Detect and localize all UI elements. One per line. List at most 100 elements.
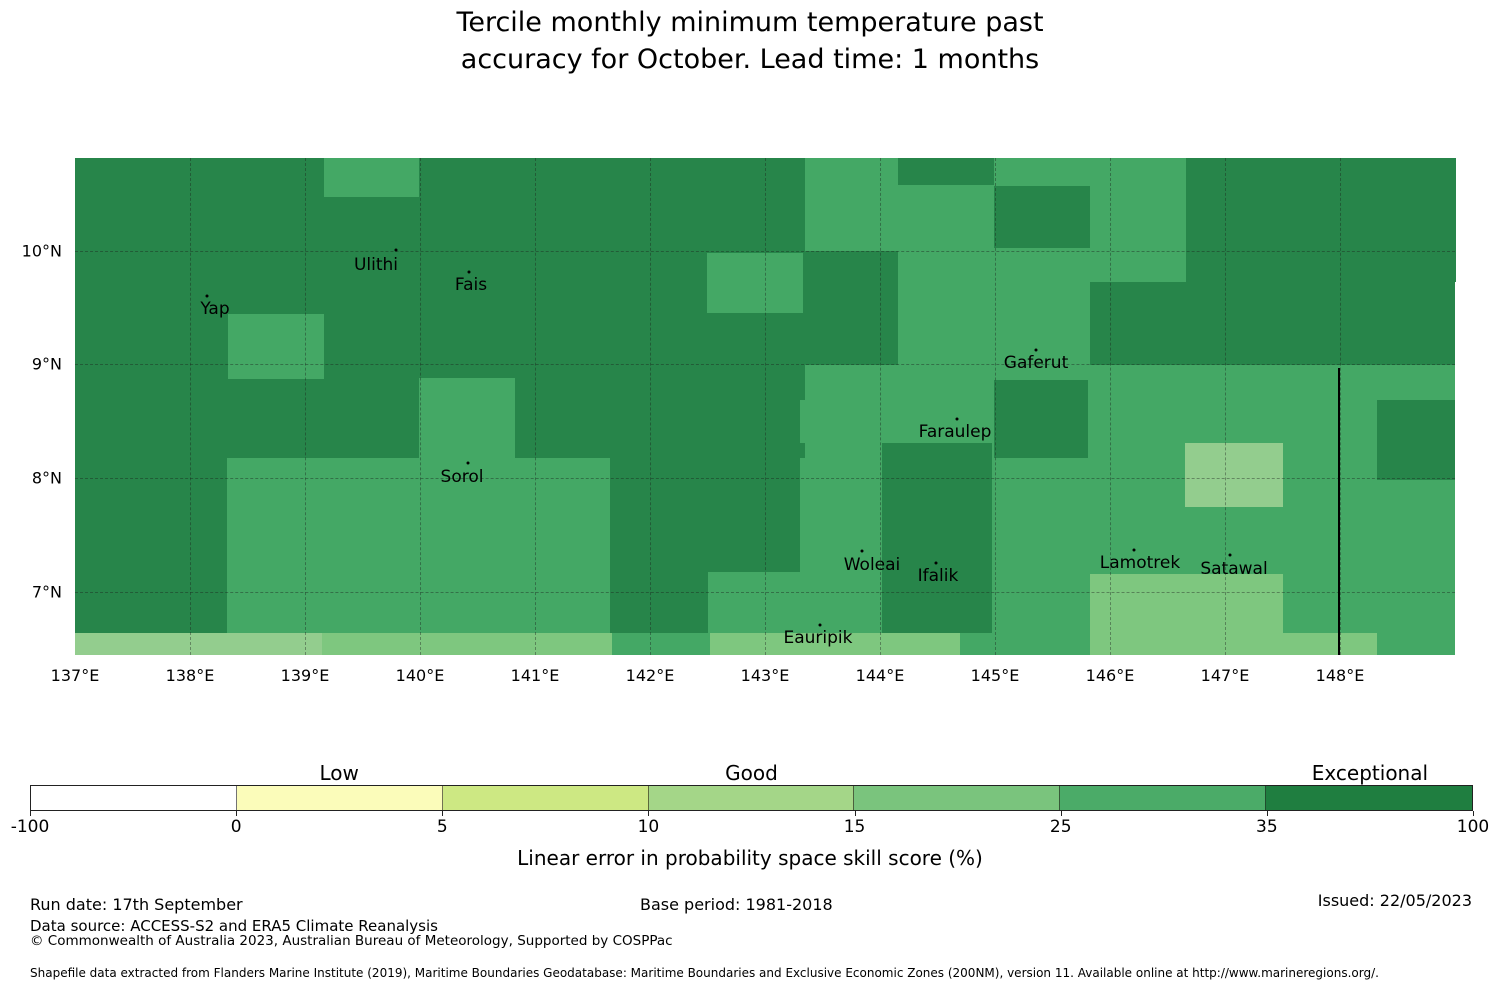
latitude-gridline (75, 478, 1455, 479)
map-cell-dark (1090, 282, 1455, 365)
y-tick-label: 7°N (31, 582, 62, 602)
longitude-gridline (420, 158, 421, 655)
colorbar-axis-label: Linear error in probability space skill … (517, 846, 983, 870)
longitude-gridline (1110, 158, 1111, 655)
x-tick-label: 139°E (280, 666, 330, 685)
x-tick-label: 148°E (1315, 666, 1365, 685)
y-tick-label: 8°N (31, 468, 62, 488)
colorbar-tick-label: 15 (843, 817, 866, 837)
island-label: Ifalik (917, 566, 959, 586)
longitude-gridline (880, 158, 881, 655)
map-cell-medium (228, 314, 324, 379)
island-marker-dot (934, 561, 938, 565)
y-tick-label: 10°N (21, 241, 62, 261)
latitude-gridline (75, 251, 1455, 252)
map-cell-light (710, 633, 960, 655)
island-marker-dot (1228, 553, 1232, 557)
colorbar-tickmark (1060, 811, 1062, 816)
copyright-text: © Commonwealth of Australia 2023, Austra… (30, 933, 673, 949)
colorbar-tickmark (442, 811, 444, 816)
island-label: Yap (200, 299, 230, 319)
longitude-gridline (305, 158, 306, 655)
longitude-gridline (1340, 158, 1341, 655)
x-tick-label: 143°E (740, 666, 790, 685)
colorbar-tick-label: 10 (637, 817, 660, 837)
longitude-gridline (995, 158, 996, 655)
island-marker-dot (1034, 348, 1038, 352)
colorbar-zone-label: Low (319, 761, 359, 785)
x-tick-label: 145°E (970, 666, 1020, 685)
longitude-gridline (765, 158, 766, 655)
island-label: Woleai (843, 555, 901, 575)
map-cell-dark (1377, 400, 1455, 480)
island-marker-dot (860, 549, 864, 553)
map-cell-pale (1185, 443, 1283, 507)
map-cell-light (322, 633, 612, 655)
latitude-gridline (75, 592, 1455, 593)
map-cell-medium (707, 253, 803, 313)
colorbar-tickmark (30, 811, 31, 816)
x-tick-label: 140°E (395, 666, 445, 685)
colorbar-segment (236, 786, 443, 810)
colorbar-tick-label: 0 (230, 817, 242, 837)
island-marker-dot (1132, 548, 1136, 552)
island-label: Fais (454, 275, 488, 295)
map-cell-medium (800, 400, 898, 443)
island-label: Lamotrek (1099, 553, 1181, 573)
island-label: Satawal (1200, 559, 1268, 579)
map-cell-dark (994, 186, 1090, 248)
map-cell-dark (1186, 158, 1456, 282)
map-cell-medium (419, 378, 515, 458)
longitude-gridline (1225, 158, 1226, 655)
island-marker-dot (467, 270, 471, 274)
colorbar-segment (854, 786, 1061, 810)
chart-title-line2: accuracy for October. Lead time: 1 month… (460, 44, 1040, 75)
issued-date-text: Issued: 22/05/2023 (1317, 891, 1472, 910)
colorbar-tickmark (648, 811, 650, 816)
island-label: Ulithi (353, 255, 399, 275)
colorbar-tickmark (1266, 811, 1268, 816)
longitude-gridline (535, 158, 536, 655)
colorbar-tick-label: 35 (1256, 817, 1278, 837)
x-tick-label: 137°E (50, 666, 100, 685)
map-cell-light (1283, 633, 1377, 655)
island-marker-dot (205, 294, 209, 298)
map-cell-dark (898, 158, 994, 186)
island-label: Sorol (440, 467, 484, 487)
island-label: Faraulep (918, 422, 992, 442)
map-cell-dark (882, 443, 992, 633)
colorbar-tickmark (854, 811, 856, 816)
colorbar-zone-label: Exceptional (1311, 761, 1429, 785)
data-source-text: Data source: ACCESS-S2 and ERA5 Climate … (30, 917, 438, 935)
x-tick-label: 141°E (510, 666, 560, 685)
map-cell-medium (880, 185, 994, 248)
map-plot-area: Yap Ulithi Fais Sorol Gaferut Faraulep Woleai I… (75, 158, 1456, 655)
map-cell-medium (324, 158, 419, 197)
colorbar-tickmark (236, 811, 238, 816)
colorbar-segment (648, 786, 855, 810)
island-label: Gaferut (1003, 353, 1069, 373)
chart-title-line1: Tercile monthly minimum temperature past (456, 7, 1044, 38)
colorbar-tick-label: 25 (1049, 817, 1072, 837)
colorbar-tick-label: 100 (1456, 817, 1490, 837)
map-cell-dark (610, 443, 708, 633)
island-label: Eauripik (783, 628, 853, 648)
colorbar (30, 785, 1473, 811)
map-cell-dark (765, 158, 805, 251)
x-tick-label: 146°E (1085, 666, 1135, 685)
island-marker-dot (466, 461, 470, 465)
colorbar-segment (1266, 786, 1473, 810)
colorbar-tick-label: -100 (10, 817, 50, 837)
longitude-gridline (190, 158, 191, 655)
map-cell-pale (75, 633, 322, 655)
x-tick-label: 144°E (855, 666, 905, 685)
map-cell-medium (800, 507, 882, 632)
colorbar-segment (1060, 786, 1267, 810)
colorbar-segment (442, 786, 649, 810)
map-cell-dark (765, 365, 805, 458)
map-cell-medium (805, 158, 880, 248)
base-period-text: Base period: 1981-2018 (640, 895, 833, 914)
shapefile-credit-text: Shapefile data extracted from Flanders M… (30, 966, 1379, 980)
run-date-text: Run date: 17th September (30, 895, 243, 914)
